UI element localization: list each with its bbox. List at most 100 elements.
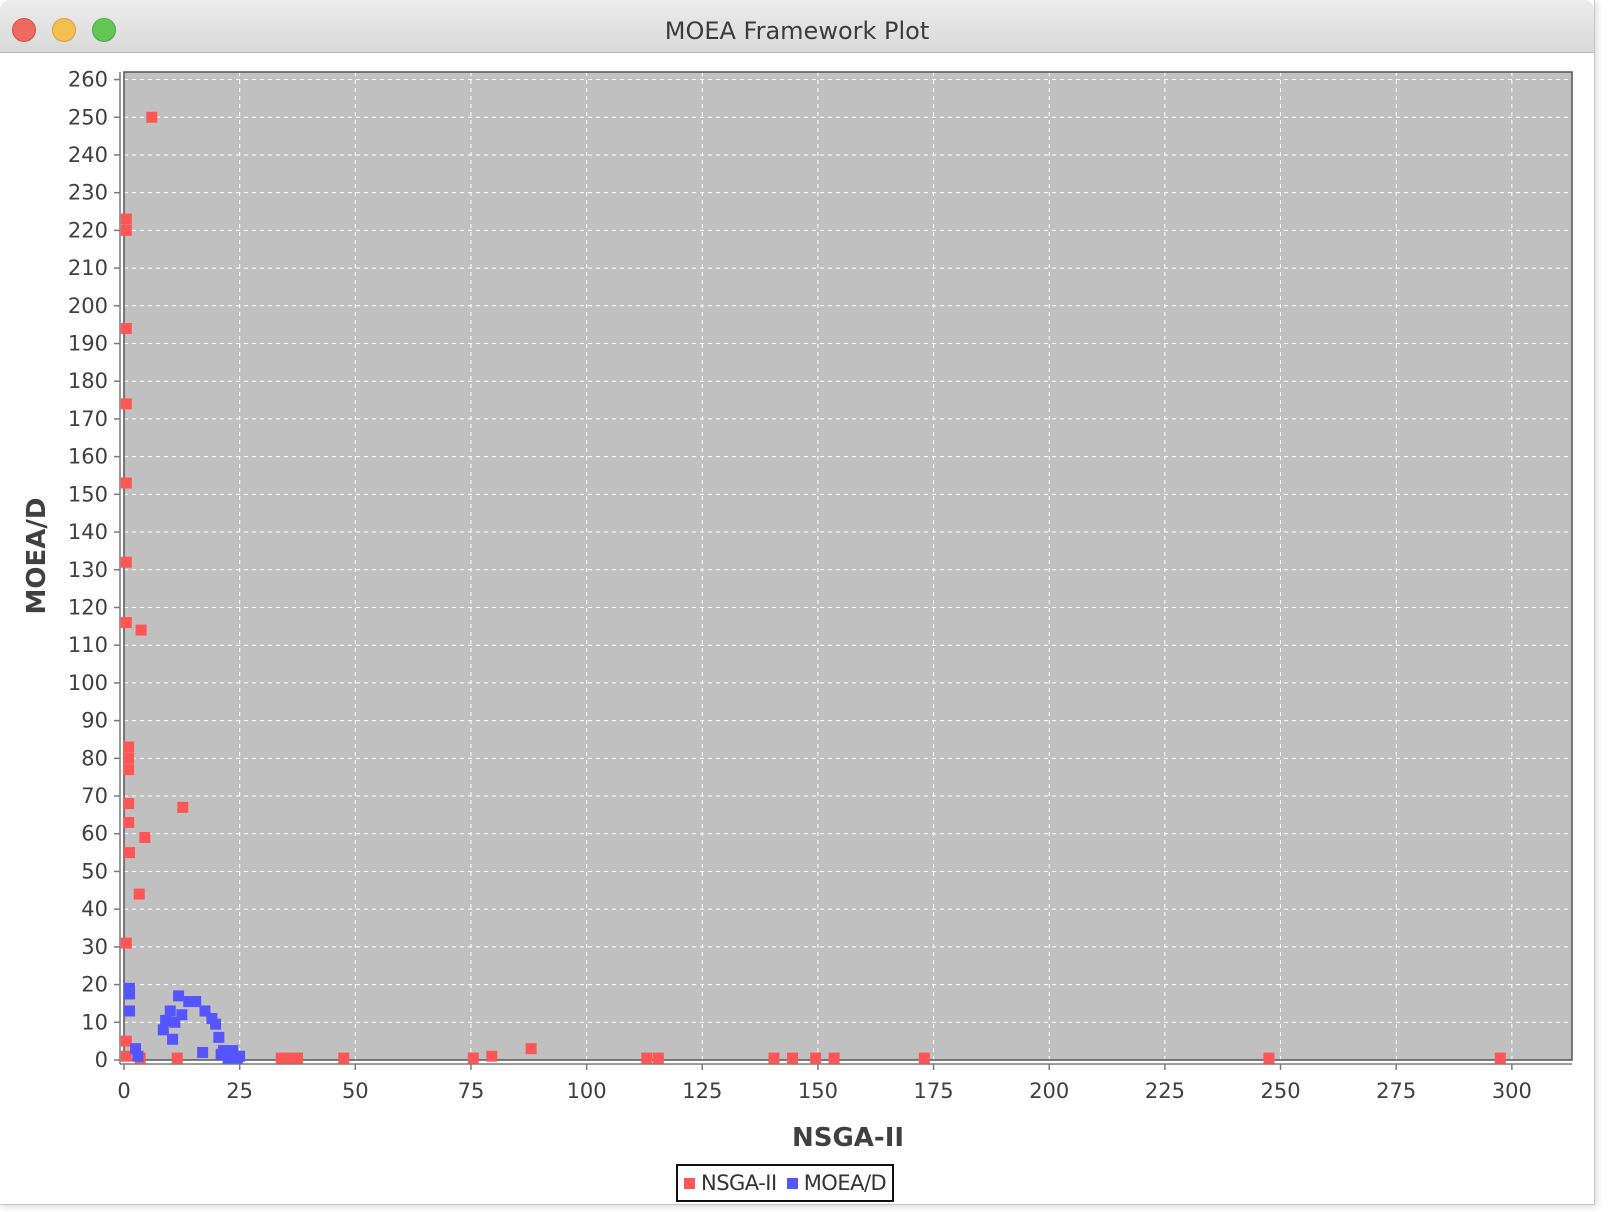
x-tick-label: 50 [342, 1079, 369, 1103]
data-point-nsga2 [652, 1052, 664, 1064]
x-tick-label: 250 [1261, 1079, 1301, 1103]
x-tick-label: 25 [226, 1079, 253, 1103]
y-axis-title: MOEA/D [22, 498, 52, 615]
data-point-nsga2 [123, 752, 135, 764]
data-point-nsga2 [1494, 1052, 1506, 1064]
y-tick-label: 0 [95, 1048, 108, 1072]
data-point-moead [213, 1031, 225, 1043]
data-point-moead [217, 1045, 229, 1057]
y-tick-label: 250 [68, 105, 108, 129]
data-point-nsga2 [120, 477, 132, 489]
x-tick-label: 175 [914, 1079, 954, 1103]
data-point-nsga2 [124, 847, 136, 859]
data-point-moead [222, 1052, 234, 1064]
data-point-nsga2 [133, 888, 145, 900]
data-point-moead [157, 1024, 169, 1036]
legend-item-moead: MOEA/D [786, 1171, 887, 1195]
y-tick-label: 20 [81, 973, 108, 997]
y-tick-label: 190 [68, 332, 108, 356]
scatter-chart: 0 25 50 75 100 125 150 175 200 225 250 275 300 0 10 20 3… [22, 68, 1573, 1153]
data-point-moead [197, 1046, 209, 1058]
minimize-window-button[interactable] [52, 18, 76, 42]
y-tick-label: 180 [68, 369, 108, 393]
legend-item-nsga2: NSGA-II [684, 1171, 777, 1195]
data-point-moead [173, 990, 185, 1002]
data-point-moead [206, 1013, 218, 1025]
y-tick-label: 100 [68, 671, 108, 695]
legend-swatch-moead [786, 1177, 798, 1189]
y-tick-label: 30 [81, 935, 108, 959]
data-point-nsga2 [467, 1052, 479, 1064]
y-tick-label: 130 [68, 558, 108, 582]
data-point-nsga2 [768, 1052, 780, 1064]
data-point-moead [169, 1016, 181, 1028]
data-point-nsga2 [291, 1052, 303, 1064]
data-point-nsga2 [120, 1050, 132, 1062]
y-tick-label: 140 [68, 520, 108, 544]
x-tick-label: 200 [1029, 1079, 1069, 1103]
y-tick-label: 150 [68, 482, 108, 506]
x-axis-title: NSGA-II [792, 1123, 904, 1153]
data-point-moead [176, 1009, 188, 1021]
y-tick-label: 120 [68, 595, 108, 619]
data-point-nsga2 [123, 816, 135, 828]
data-point-nsga2 [123, 741, 135, 753]
x-tick-label: 150 [798, 1079, 838, 1103]
data-point-nsga2 [285, 1052, 297, 1064]
x-tick-label: 75 [458, 1079, 485, 1103]
data-point-nsga2 [123, 764, 135, 776]
y-tick-label: 60 [81, 822, 108, 846]
y-tick-label: 200 [68, 294, 108, 318]
data-point-nsga2 [828, 1052, 840, 1064]
data-point-moead [199, 1005, 211, 1017]
data-point-nsga2 [135, 624, 147, 636]
y-tick-label: 110 [68, 633, 108, 657]
data-point-moead [227, 1045, 239, 1057]
data-point-nsga2 [120, 617, 132, 629]
data-point-nsga2 [120, 213, 132, 225]
data-point-nsga2 [810, 1052, 822, 1064]
y-tick-label: 90 [81, 709, 108, 733]
data-point-nsga2 [120, 556, 132, 568]
x-tick-label: 300 [1492, 1079, 1532, 1103]
data-point-nsga2 [120, 398, 132, 410]
y-tick-label: 210 [68, 256, 108, 280]
data-point-nsga2 [120, 224, 132, 236]
data-point-nsga2 [120, 1035, 132, 1047]
data-point-moead [234, 1050, 246, 1062]
data-point-nsga2 [177, 801, 189, 813]
data-point-moead [210, 1018, 222, 1030]
data-point-moead [167, 1033, 179, 1045]
data-point-moead [132, 1050, 144, 1062]
data-point-nsga2 [1263, 1052, 1275, 1064]
y-tick-label: 80 [81, 746, 108, 770]
x-tick-label: 0 [117, 1079, 130, 1103]
data-point-moead [130, 1043, 142, 1055]
x-tick-label: 275 [1376, 1079, 1416, 1103]
data-point-nsga2 [641, 1052, 653, 1064]
plot-window: MOEA Framework Plot 0 25 50 75 100 125 150 175 2… [0, 0, 1595, 1205]
y-tick-label: 260 [68, 68, 108, 92]
data-point-moead [183, 996, 195, 1008]
x-tick-label: 125 [682, 1079, 722, 1103]
legend-label-nsga2: NSGA-II [701, 1171, 777, 1195]
legend-swatch-nsga2 [684, 1177, 695, 1189]
data-point-moead [124, 982, 136, 994]
data-point-nsga2 [486, 1050, 498, 1062]
data-point-moead [164, 1005, 176, 1017]
data-point-nsga2 [918, 1052, 930, 1064]
y-tick-label: 70 [81, 784, 108, 808]
y-tick-label: 10 [81, 1010, 108, 1034]
data-point-nsga2 [525, 1043, 537, 1055]
plot-area [124, 72, 1572, 1060]
data-point-nsga2 [120, 937, 132, 949]
data-point-moead [160, 1014, 172, 1026]
x-tick-label: 100 [567, 1079, 607, 1103]
title-bar[interactable]: MOEA Framework Plot [0, 0, 1594, 53]
y-tick-label: 230 [68, 181, 108, 205]
data-point-nsga2 [786, 1052, 798, 1064]
close-window-button[interactable] [12, 18, 36, 42]
data-point-nsga2 [146, 111, 158, 123]
data-point-nsga2 [275, 1052, 287, 1064]
maximize-window-button[interactable] [92, 18, 116, 42]
